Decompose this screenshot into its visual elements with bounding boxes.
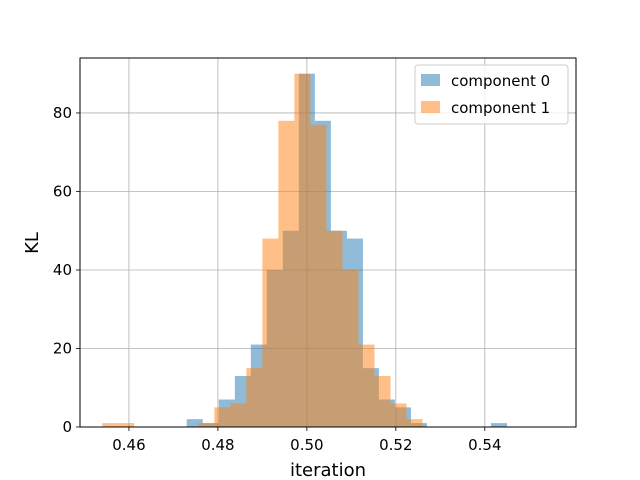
histogram-bar bbox=[262, 238, 279, 427]
histogram-bar bbox=[342, 269, 359, 427]
y-tick-label: 60 bbox=[53, 182, 72, 200]
histogram-bar bbox=[326, 230, 343, 427]
histogram-bar bbox=[214, 407, 231, 427]
histogram-bar bbox=[358, 344, 375, 427]
x-tick-label: 0.54 bbox=[468, 436, 501, 454]
histogram-bar bbox=[491, 423, 508, 427]
x-tick-label: 0.52 bbox=[379, 436, 412, 454]
histogram-bar bbox=[246, 368, 263, 427]
histogram-bar bbox=[390, 403, 407, 427]
histogram-bar bbox=[118, 423, 135, 427]
histogram-bar bbox=[230, 403, 247, 427]
histogram-bar bbox=[406, 419, 423, 427]
legend-label-component-0: component 0 bbox=[451, 72, 550, 90]
histogram-bar bbox=[294, 73, 311, 428]
legend: component 0 component 1 bbox=[414, 64, 569, 125]
y-tick-label: 0 bbox=[62, 418, 72, 436]
x-axis-label: iteration bbox=[290, 460, 366, 480]
y-tick-label: 80 bbox=[53, 104, 72, 122]
ticks-layer: 0.46 0.48 0.50 0.52 0.54 0 20 40 60 80 bbox=[53, 104, 502, 454]
histogram-bar bbox=[374, 375, 391, 427]
legend-swatch-component-0 bbox=[421, 74, 440, 86]
histogram-bar bbox=[278, 120, 295, 428]
histogram-bar bbox=[198, 423, 215, 427]
x-tick-label: 0.48 bbox=[201, 436, 234, 454]
histogram-bar bbox=[102, 423, 119, 427]
y-axis-label: KL bbox=[22, 232, 43, 254]
bars-layer bbox=[102, 73, 508, 428]
y-tick-label: 40 bbox=[53, 261, 72, 279]
x-tick-label: 0.46 bbox=[112, 436, 145, 454]
y-tick-label: 20 bbox=[53, 339, 72, 357]
legend-swatch-component-1 bbox=[421, 101, 440, 113]
histogram-bar bbox=[310, 124, 327, 427]
series-1-bars bbox=[102, 73, 423, 428]
x-tick-label: 0.50 bbox=[290, 436, 323, 454]
histogram-bar bbox=[186, 419, 203, 427]
legend-label-component-1: component 1 bbox=[451, 99, 550, 117]
legend-box bbox=[414, 64, 569, 125]
plot-frame bbox=[79, 57, 577, 428]
